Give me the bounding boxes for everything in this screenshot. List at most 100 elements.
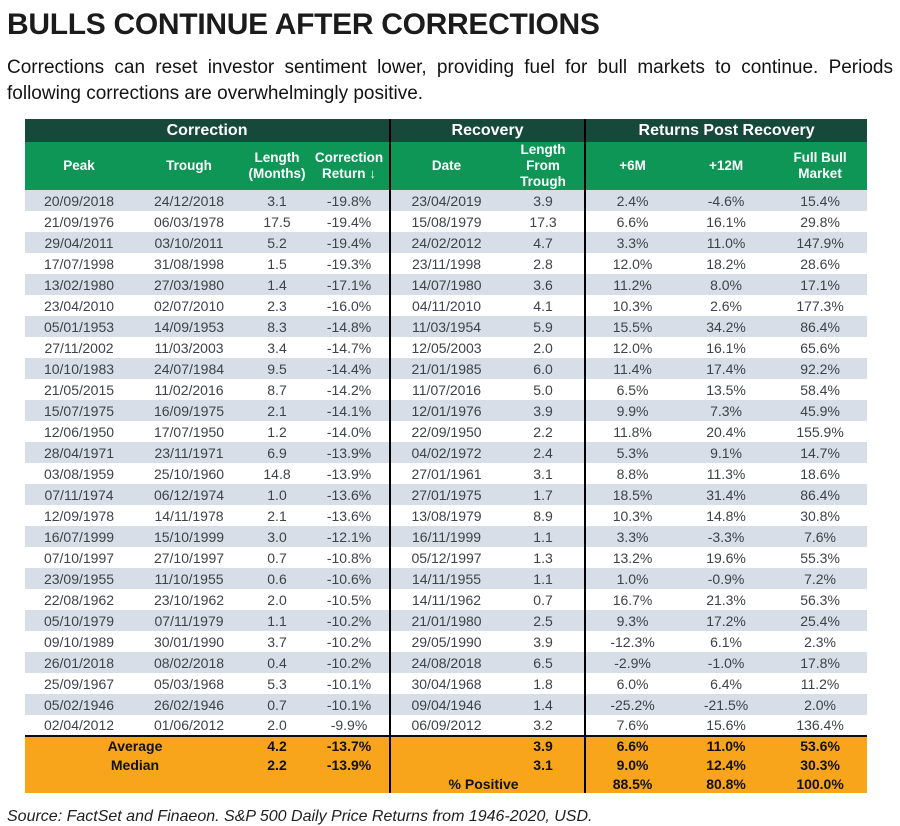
- cell: 07/11/1979: [133, 610, 245, 632]
- cell: 7.3%: [679, 400, 774, 422]
- cell: 2.0: [267, 717, 287, 734]
- cell: 14/11/1978: [154, 507, 224, 524]
- col-header-correction-return: Correction Return ↓: [309, 142, 392, 191]
- cell: 17/07/1998: [43, 255, 115, 272]
- cell: 31.4%: [679, 484, 774, 506]
- cell: 15/07/1975: [25, 400, 133, 422]
- cell: 12.0%: [612, 339, 653, 356]
- cell: 1.0%: [585, 568, 680, 590]
- col-header-length-months: Length (Months): [245, 142, 309, 191]
- cell: 3.1: [502, 463, 587, 485]
- cell: 21/05/2015: [43, 381, 115, 398]
- cell: 14.7%: [773, 442, 868, 464]
- group-header-correction: Correction: [25, 119, 392, 143]
- cell: 86.4%: [773, 316, 868, 338]
- cell: 2.0: [502, 337, 587, 359]
- summary-cell: 53.6%: [773, 735, 868, 756]
- cell: 17/07/1950: [153, 423, 225, 440]
- cell: -10.8%: [309, 547, 392, 569]
- summary-cell: 3.9: [502, 735, 587, 756]
- cell: 5.9: [502, 316, 587, 338]
- cell: 23/09/1955: [25, 568, 133, 590]
- cell: 5.3%: [585, 442, 680, 464]
- table-row: 26/01/2018 08/02/2018 0.4 -10.2% 24/08/2018 6…: [25, 652, 868, 674]
- cell: 27/01/1975: [390, 484, 503, 506]
- cell: 4.7: [502, 232, 587, 254]
- table-row: 17/07/1998 31/08/1998 1.5 -19.3% 23/11/1998 2…: [25, 253, 867, 275]
- cell: 17.3: [502, 211, 587, 233]
- table-body: 20/09/2018 24/12/2018 3.1 -19.8% 23/04/2019 3…: [25, 190, 868, 794]
- table-row: 22/08/1962 23/10/1962 2.0 -10.5% 14/11/1962 0…: [25, 589, 867, 611]
- cell: 16/07/1999: [25, 526, 133, 548]
- cell: 13/02/1980: [25, 274, 133, 296]
- cell: 1.0: [245, 484, 309, 506]
- col-header-peak: Peak: [25, 142, 133, 191]
- cell: 3.2: [502, 715, 587, 737]
- cell: 18.6%: [800, 465, 840, 482]
- cell: 21/01/1980: [390, 610, 503, 632]
- cell: 23/04/2010: [43, 297, 115, 314]
- cell: 10.3%: [612, 507, 653, 524]
- cell: -19.4%: [309, 211, 392, 233]
- cell: 29.8%: [800, 213, 840, 230]
- cell: 12.0%: [612, 255, 653, 272]
- cell: 2.5: [502, 610, 587, 632]
- cell: 18.5%: [585, 484, 680, 506]
- cell: 3.6: [502, 274, 587, 296]
- table-row: 12/09/1978 14/11/1978 2.1 -13.6% 13/08/1979 8…: [25, 505, 867, 527]
- cell: 11.3%: [706, 465, 746, 482]
- cell: 01/06/2012: [153, 717, 225, 734]
- cell: 92.2%: [773, 358, 868, 380]
- cell: 22/08/1962: [43, 591, 115, 608]
- summary-row: % Positive 88.5% 80.8% 100.0%: [25, 774, 868, 794]
- summary-cell: 12.4%: [679, 755, 774, 775]
- table-row: 23/04/2010 02/07/2010 2.3 -16.0% 04/11/2010 4…: [25, 295, 867, 317]
- cell: 10.3%: [612, 297, 653, 314]
- cell: 07/10/1997: [43, 549, 115, 566]
- table-row: 23/09/1955 11/10/1955 0.6 -10.6% 14/11/1955 1…: [25, 568, 868, 590]
- cell: 21/09/1976: [43, 213, 115, 230]
- cell: 10/10/1983: [25, 358, 133, 380]
- summary-cell: 4.2: [245, 735, 309, 756]
- cell: -10.6%: [309, 568, 392, 590]
- cell: -0.9%: [679, 568, 774, 590]
- col-header-date: Date: [390, 142, 503, 191]
- cell: 14/07/1980: [390, 274, 503, 296]
- col-header-trough: Trough: [133, 142, 245, 191]
- cell: -13.6%: [309, 505, 392, 527]
- cell: -25.2%: [585, 694, 680, 716]
- cell: -13.6%: [309, 484, 392, 506]
- cell: 14.8%: [706, 507, 746, 524]
- cell: 2.1: [245, 400, 309, 422]
- cell: 2.3%: [804, 633, 837, 650]
- summary-cell: 9.0%: [585, 755, 680, 775]
- cell: -14.2%: [309, 379, 392, 401]
- summary-cell: 100.0%: [773, 774, 868, 794]
- cell: 21.3%: [706, 591, 746, 608]
- cell: 23/04/2019: [390, 190, 503, 212]
- cell: 17.2%: [679, 610, 774, 632]
- cell: 29/05/1990: [411, 633, 482, 650]
- cell: 136.4%: [796, 717, 844, 734]
- cell: 7.6%: [616, 717, 649, 734]
- summary-cell: [309, 774, 392, 794]
- cell: 16/11/1999: [390, 526, 503, 548]
- cell: 2.2: [502, 421, 587, 443]
- cell: 23/11/1971: [133, 442, 245, 464]
- summary-label: Median: [25, 755, 245, 775]
- cell: -10.2%: [309, 610, 392, 632]
- cell: 1.4: [502, 694, 587, 716]
- group-header-returns-post-recovery: Returns Post Recovery: [585, 119, 868, 143]
- cell: 1.5: [267, 255, 287, 272]
- subtitle: Corrections can reset investor sentiment…: [7, 57, 893, 105]
- cell: 26/02/1946: [133, 694, 245, 716]
- cell: 14.8: [263, 465, 291, 482]
- cell: -10.5%: [309, 589, 392, 611]
- cell: 13.5%: [706, 381, 746, 398]
- cell: 05/01/1953: [25, 316, 133, 338]
- cell: -14.0%: [309, 421, 392, 443]
- cell: -12.3%: [610, 633, 655, 650]
- cell: -17.1%: [309, 274, 392, 296]
- cell: 22/09/1950: [411, 423, 482, 440]
- cell: 24/02/2012: [390, 232, 503, 254]
